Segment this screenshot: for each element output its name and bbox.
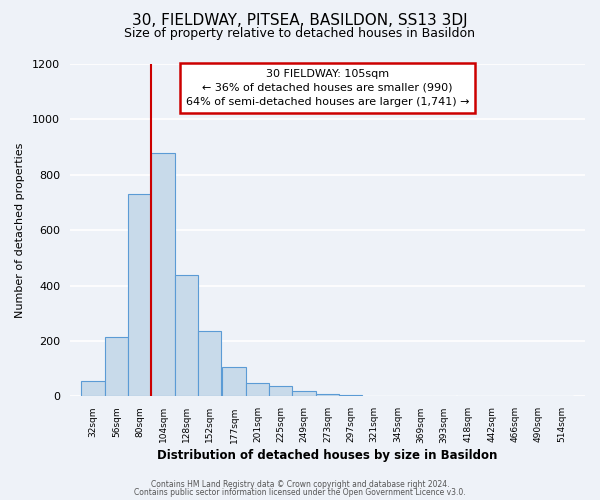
Bar (82, 381, 105, 396)
Bar (198, 332, 221, 396)
X-axis label: Distribution of detached houses by size in Basildon: Distribution of detached houses by size … (157, 450, 497, 462)
Bar (292, 391, 316, 396)
Bar (269, 386, 292, 396)
Text: Contains public sector information licensed under the Open Government Licence v3: Contains public sector information licen… (134, 488, 466, 497)
Bar (316, 394, 339, 396)
Text: Size of property relative to detached houses in Basildon: Size of property relative to detached ho… (125, 28, 476, 40)
Bar (223, 368, 246, 396)
Text: Contains HM Land Registry data © Crown copyright and database right 2024.: Contains HM Land Registry data © Crown c… (151, 480, 449, 489)
Bar (151, 152, 175, 396)
Bar (175, 274, 198, 396)
Y-axis label: Number of detached properties: Number of detached properties (15, 142, 25, 318)
Text: 30 FIELDWAY: 105sqm
← 36% of detached houses are smaller (990)
64% of semi-detac: 30 FIELDWAY: 105sqm ← 36% of detached ho… (185, 69, 469, 107)
Bar (339, 395, 362, 396)
Text: 30, FIELDWAY, PITSEA, BASILDON, SS13 3DJ: 30, FIELDWAY, PITSEA, BASILDON, SS13 3DJ (132, 12, 468, 28)
Bar (105, 337, 128, 396)
Bar (246, 383, 269, 396)
Bar (128, 194, 151, 396)
